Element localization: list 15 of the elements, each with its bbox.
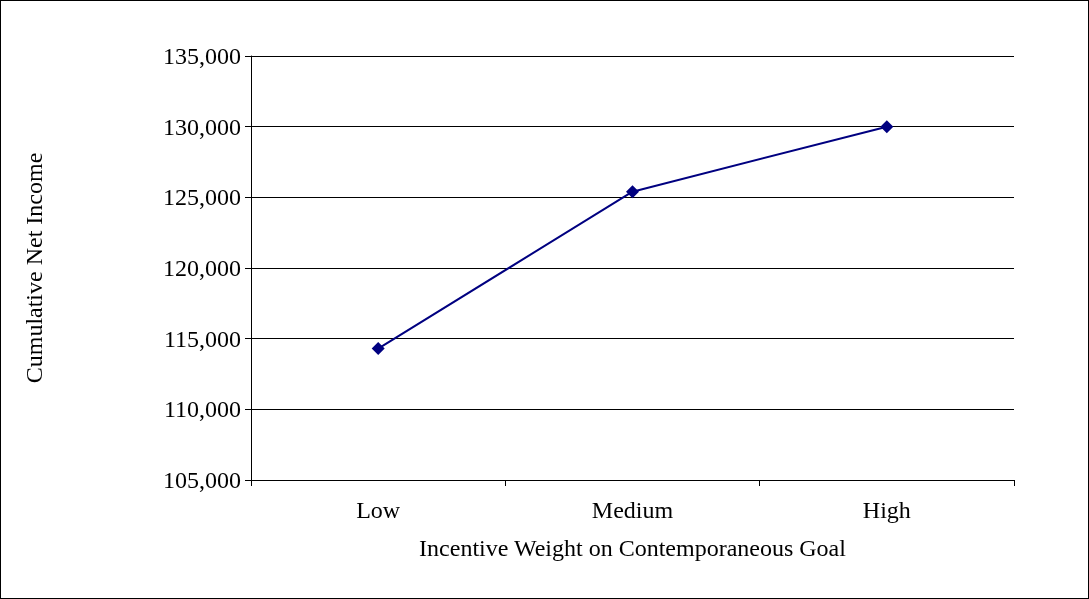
point xyxy=(880,120,894,134)
y-tick-label: 120,000 xyxy=(163,255,241,281)
y-tick-label: 135,000 xyxy=(163,43,241,69)
y-tick-label: 105,000 xyxy=(163,467,241,493)
point xyxy=(626,185,639,199)
x-tick-label: High xyxy=(862,497,911,523)
x-tick-label: Low xyxy=(356,497,401,523)
x-tick-label: Medium xyxy=(591,497,674,523)
x-axis-title: Incentive Weight on Contemporaneous Goal xyxy=(419,535,847,561)
y-tick-label: 125,000 xyxy=(163,184,241,211)
point xyxy=(371,342,385,356)
y-axis-title: Cumulative Net Income xyxy=(21,152,47,384)
y-tick-label: 110,000 xyxy=(163,396,241,423)
y-tick-label: 115,000 xyxy=(163,325,241,352)
y-tick-label: 130,000 xyxy=(163,113,241,140)
